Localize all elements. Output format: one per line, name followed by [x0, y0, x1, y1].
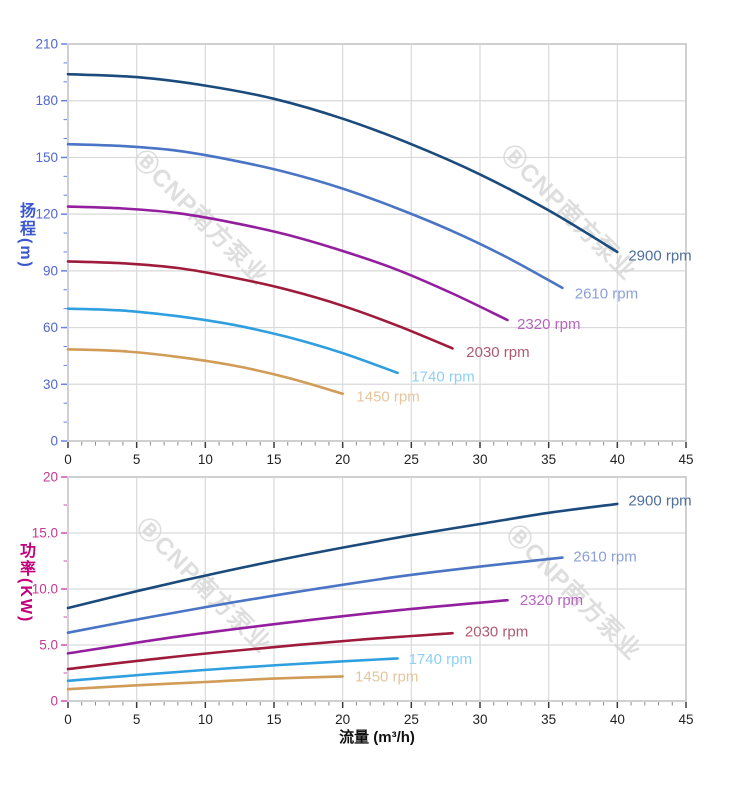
y-axis-tick-label: 15.0 [32, 526, 58, 541]
curve-1740-rpm [66, 657, 399, 683]
x-axis-tick-label: 40 [610, 452, 625, 467]
curve-1740-rpm [66, 307, 399, 375]
head-axis-title: 扬程(m) [17, 202, 34, 269]
y-axis-tick-label: 60 [43, 320, 58, 335]
x-axis-tick-label: 5 [133, 712, 141, 727]
x-axis-tick-label: 35 [541, 452, 556, 467]
y-axis-tick-label: 10.0 [32, 582, 58, 597]
x-axis-tick-label: 0 [64, 452, 72, 467]
x-axis-tick-label: 30 [472, 712, 487, 727]
series-label-2610-rpm: 2610 rpm [575, 286, 638, 303]
y-axis-tick-label: 30 [43, 377, 58, 392]
x-axis-tick-label: 45 [678, 712, 693, 727]
plot-frame [67, 43, 687, 442]
series-label-2030-rpm: 2030 rpm [465, 624, 528, 641]
series-label-2320-rpm: 2320 rpm [517, 316, 580, 333]
y-axis-tick-label: 0 [50, 694, 58, 709]
x-axis-tick-label: 35 [541, 712, 556, 727]
x-axis-tick-label: 40 [610, 712, 625, 727]
series-label-2900-rpm: 2900 rpm [628, 493, 691, 510]
curve-2030-rpm [66, 260, 454, 350]
series-label-1740-rpm: 1740 rpm [411, 369, 474, 386]
x-axis-tick-label: 5 [133, 452, 141, 467]
series-label-2610-rpm: 2610 rpm [573, 549, 636, 566]
x-axis-tick-label: 15 [266, 712, 281, 727]
curve-2320-rpm [66, 205, 509, 322]
x-axis-ticks: 0 5 10 15 20 25 30 35 40 45 [64, 442, 694, 467]
curve-2320-rpm [66, 598, 509, 655]
series-label-2900-rpm: 2900 rpm [628, 248, 691, 265]
curve-2030-rpm [66, 631, 454, 671]
x-axis-tick-label: 45 [678, 452, 693, 467]
y-axis-tick-label: 120 [35, 207, 58, 222]
x-axis-tick-label: 20 [335, 452, 350, 467]
x-axis-tick-label: 10 [198, 452, 213, 467]
x-axis-tick-label: 10 [198, 712, 213, 727]
y-axis-tick-label: 90 [43, 263, 58, 278]
y-axis-tick-label: 210 [35, 37, 58, 52]
series-label-2030-rpm: 2030 rpm [466, 344, 529, 361]
gridlines [68, 477, 686, 701]
x-axis-tick-label: 20 [335, 712, 350, 727]
y-axis-tick-label: 20 [43, 470, 58, 485]
plot-frame [67, 476, 687, 702]
y-axis-tick-label: 150 [35, 150, 58, 165]
x-axis-ticks: 0 5 10 15 20 25 30 35 40 45 [64, 702, 694, 727]
x-axis-tick-label: 25 [404, 712, 419, 727]
x-axis-tick-label: 30 [472, 452, 487, 467]
curve-2610-rpm [66, 556, 564, 634]
series-label-2320-rpm: 2320 rpm [520, 592, 583, 609]
x-axis-tick-label: 15 [266, 452, 281, 467]
series-label-1740-rpm: 1740 rpm [409, 651, 472, 668]
y-axis-tick-label: 180 [35, 93, 58, 108]
curve-2610-rpm [66, 142, 564, 290]
power-axis-title: 功率(KW) [17, 542, 34, 624]
y-axis-ticks: 0 30 60 90 120 150 180 210 [35, 37, 67, 449]
x-axis-tick-label: 0 [64, 712, 72, 727]
curve-1450-rpm [66, 675, 344, 691]
y-axis-tick-label: 5.0 [39, 638, 58, 653]
x-axis-tick-label: 25 [404, 452, 419, 467]
curve-2900-rpm [66, 72, 619, 254]
series-label-1450-rpm: 1450 rpm [355, 668, 418, 685]
y-axis-tick-label: 0 [50, 434, 58, 449]
curve-2900-rpm [66, 502, 619, 610]
flow-axis-title: 流量 (m³/h) [339, 729, 415, 746]
y-axis-ticks: 0 5.0 10.0 15.0 20 [32, 470, 67, 709]
series-label-1450-rpm: 1450 rpm [356, 389, 419, 406]
cnp-logo-watermark-icon: ⒷCNP南方泵业 [131, 512, 277, 658]
curve-1450-rpm [66, 348, 344, 395]
